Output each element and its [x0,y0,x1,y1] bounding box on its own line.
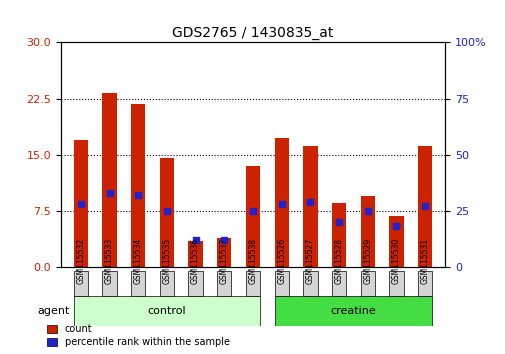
FancyBboxPatch shape [302,271,317,296]
FancyBboxPatch shape [188,271,203,296]
Bar [417,145,431,267]
Text: GSM115533: GSM115533 [105,238,114,284]
Text: GSM115532: GSM115532 [76,238,85,284]
Bar [160,158,174,267]
FancyBboxPatch shape [131,271,145,296]
Text: GSM115535: GSM115535 [162,238,171,284]
Bar [188,240,203,267]
FancyBboxPatch shape [217,271,231,296]
Title: GDS2765 / 1430835_at: GDS2765 / 1430835_at [172,26,333,40]
Text: GSM115534: GSM115534 [133,238,142,284]
Text: GSM115536: GSM115536 [191,238,199,284]
Bar [274,138,288,267]
FancyBboxPatch shape [331,271,345,296]
Bar [302,145,317,267]
FancyBboxPatch shape [274,271,288,296]
Bar [217,238,231,267]
Text: GSM115527: GSM115527 [306,238,314,284]
Bar [131,104,145,267]
Bar [388,216,403,267]
FancyBboxPatch shape [388,271,403,296]
Text: GSM115529: GSM115529 [363,238,372,284]
Bar [102,93,117,267]
Text: GSM115526: GSM115526 [277,238,286,284]
Text: GSM115528: GSM115528 [334,238,343,284]
FancyBboxPatch shape [417,271,431,296]
Text: GSM115530: GSM115530 [391,238,400,284]
FancyBboxPatch shape [245,271,260,296]
Text: control: control [147,306,186,316]
FancyBboxPatch shape [160,271,174,296]
Text: GSM115538: GSM115538 [248,238,257,284]
Bar [74,139,88,267]
Text: agent: agent [38,306,70,316]
FancyBboxPatch shape [360,271,374,296]
Bar [245,166,260,267]
Text: GSM115531: GSM115531 [420,238,429,284]
Bar [360,196,374,267]
FancyBboxPatch shape [74,296,260,326]
FancyBboxPatch shape [274,296,431,326]
Text: creatine: creatine [330,306,376,316]
Legend: count, percentile rank within the sample: count, percentile rank within the sample [45,322,231,349]
FancyBboxPatch shape [74,271,88,296]
FancyBboxPatch shape [102,271,117,296]
Text: GSM115537: GSM115537 [219,238,228,284]
Bar [331,203,345,267]
